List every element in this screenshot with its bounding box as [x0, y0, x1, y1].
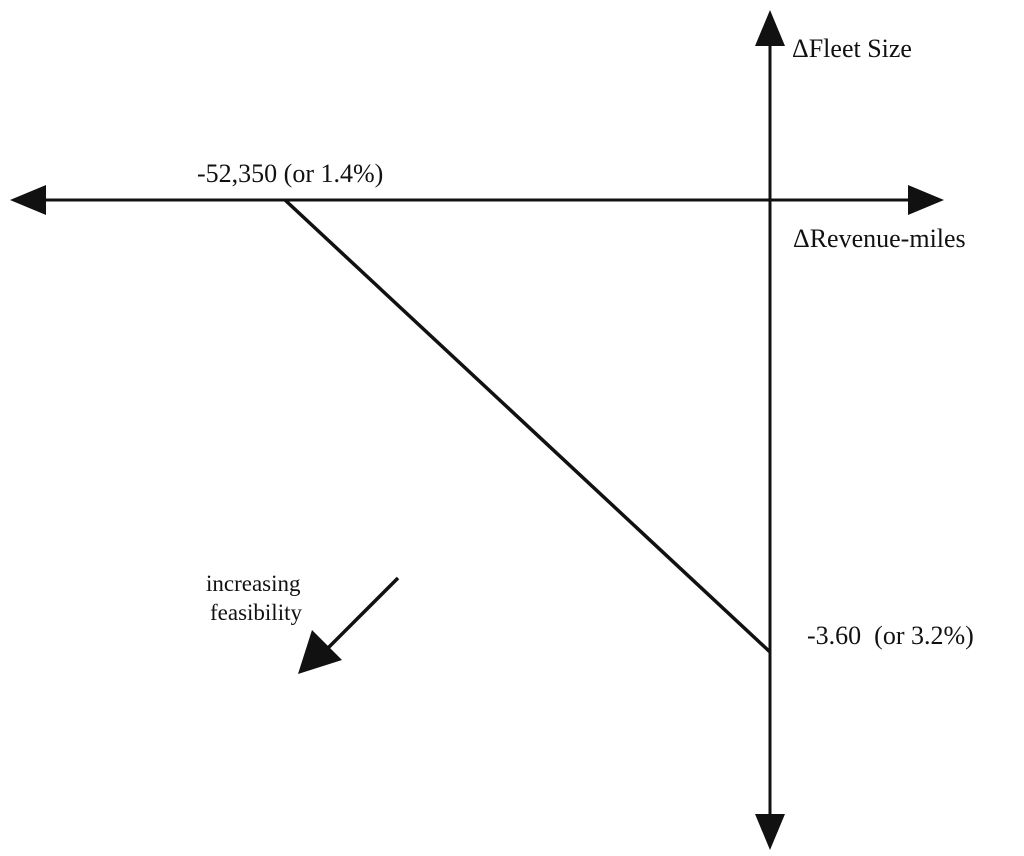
horizontal-intercept-label: -52,350 (or 1.4%) [197, 159, 383, 188]
vertical-axis-bottom-arrowhead [755, 814, 785, 850]
vertical-intercept-label: -3.60 (or 3.2%) [807, 621, 974, 650]
horizontal-axis-left-arrowhead [10, 185, 46, 215]
feasibility-note-line1: increasing [206, 571, 301, 596]
feasibility-note-line2: feasibility [210, 600, 302, 625]
horizontal-axis-right-arrowhead [908, 185, 944, 215]
vertical-axis-label: ΔFleet Size [792, 34, 912, 63]
feasibility-direction-arrow-shaft [320, 576, 400, 656]
horizontal-axis-label: ΔRevenue-miles [793, 224, 966, 253]
feasibility-boundary-line [283, 198, 772, 654]
vertical-axis-top-arrowhead [755, 10, 785, 46]
feasibility-direction-arrowhead [298, 630, 342, 674]
